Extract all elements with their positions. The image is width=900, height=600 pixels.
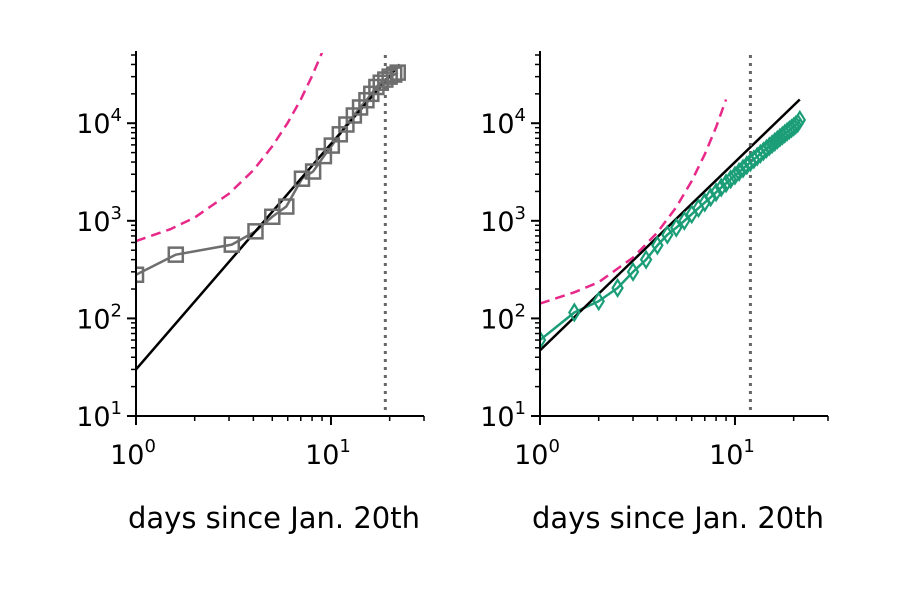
- data-point: [568, 302, 581, 323]
- x-axis-title: days since Jan. 20th: [532, 501, 824, 535]
- powerlaw-fit-line: [540, 98, 801, 352]
- data-point: [719, 173, 733, 194]
- exponential-fit-line: [136, 53, 324, 243]
- data-point: [223, 236, 241, 253]
- data-point: [728, 165, 742, 186]
- y-tick-label: 102: [76, 300, 122, 335]
- data-point: [639, 249, 653, 270]
- y-tick-label: 104: [76, 105, 122, 140]
- y-tick-label: 102: [480, 300, 526, 335]
- x-tick-label: 100: [514, 436, 560, 471]
- plot-area: [136, 53, 406, 416]
- data-point: [736, 158, 750, 179]
- plot-area: [540, 55, 807, 416]
- data-point: [760, 138, 773, 159]
- data-point: [793, 109, 807, 131]
- x-tick-label: 100: [110, 436, 156, 471]
- data-point: [626, 261, 640, 282]
- data-point: [714, 177, 728, 198]
- data-point: [389, 64, 406, 81]
- data-point: [540, 329, 547, 351]
- data-point: [709, 182, 723, 203]
- y-tick-label: 103: [76, 203, 122, 238]
- data-point: [167, 246, 185, 263]
- x-tick-label: 101: [305, 436, 351, 471]
- data-point: [592, 291, 605, 312]
- exponential-fit-line: [540, 99, 728, 305]
- data-point: [278, 198, 295, 215]
- data-point: [611, 277, 624, 299]
- x-tick-label: 101: [709, 436, 755, 471]
- x-axis-title: days since Jan. 20th: [128, 501, 420, 535]
- data-point: [765, 134, 779, 155]
- data-point: [264, 208, 281, 226]
- data-point: [661, 224, 674, 245]
- y-tick-label: 103: [480, 203, 526, 238]
- data-point: [651, 235, 664, 256]
- data-point: [763, 136, 776, 157]
- data-point: [732, 161, 746, 182]
- data-point: [724, 169, 737, 190]
- data-point: [704, 187, 717, 208]
- y-tick-label: 104: [480, 105, 526, 140]
- data-point: [136, 266, 145, 284]
- data-point: [247, 223, 264, 240]
- data-point: [678, 210, 691, 231]
- data-point: [304, 163, 322, 180]
- data-point: [669, 217, 683, 238]
- data-point: [385, 66, 403, 83]
- y-tick-label: 101: [76, 398, 122, 433]
- y-tick-label: 101: [480, 398, 526, 433]
